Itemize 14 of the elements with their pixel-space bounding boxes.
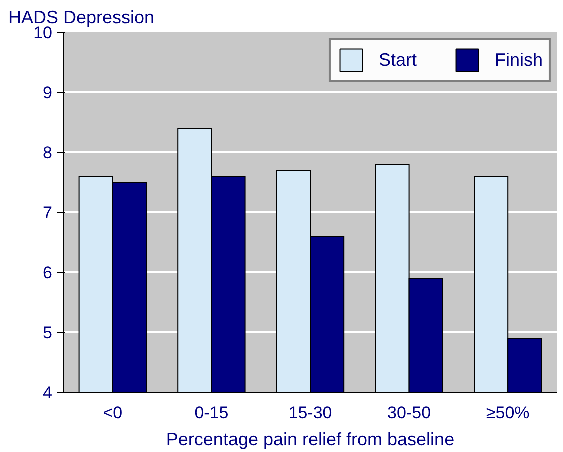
x-tick-label: 0-15 <box>194 404 229 422</box>
x-tick-label: 30-50 <box>388 404 432 422</box>
y-tick-label: 9 <box>43 84 53 102</box>
x-tick-label: ≥50% <box>486 404 530 422</box>
y-tick-label: 7 <box>43 204 53 222</box>
legend-label: Finish <box>494 50 543 70</box>
y-tick-label: 6 <box>43 264 53 282</box>
y-tick-label: 4 <box>43 384 53 402</box>
y-tick-label: 5 <box>43 324 53 342</box>
x-tick-label: <0 <box>103 404 123 422</box>
x-axis-title: Percentage pain relief from baseline <box>166 430 455 450</box>
legend-label: Start <box>378 50 417 70</box>
y-tick-label: 8 <box>43 144 53 162</box>
x-tick-label: 15-30 <box>288 404 332 422</box>
